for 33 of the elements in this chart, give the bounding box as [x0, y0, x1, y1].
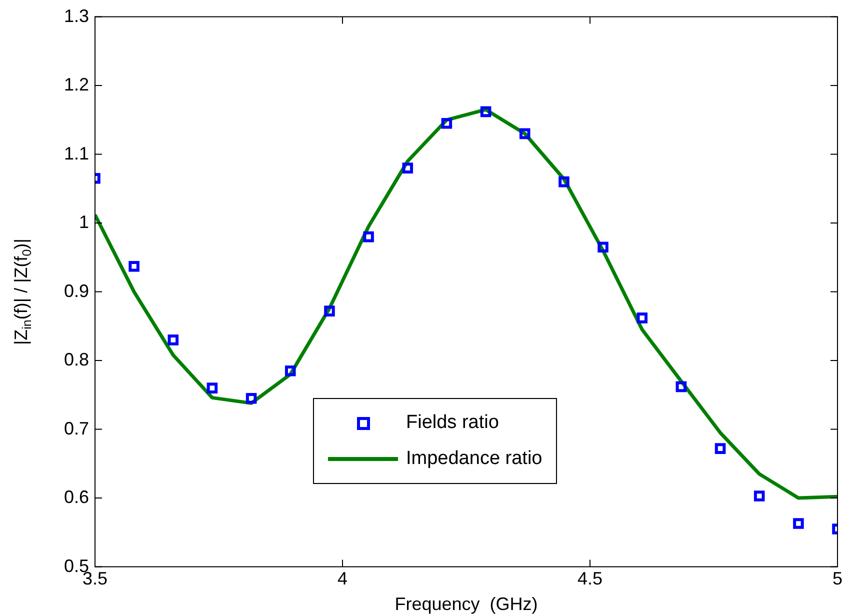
point [441, 118, 452, 129]
y-tick-label: 0.8 [64, 350, 89, 370]
point [519, 128, 530, 140]
point [402, 162, 414, 174]
point [480, 106, 492, 118]
point [246, 392, 257, 404]
point [636, 312, 648, 324]
point [793, 518, 804, 529]
point [558, 176, 570, 188]
point [676, 381, 687, 392]
y-tick-label: 1.1 [64, 143, 89, 164]
y-tick-label: 0.6 [64, 487, 89, 508]
point [754, 490, 765, 502]
legend-label: Impedance ratio [406, 448, 542, 470]
y-tick-label: 1 [78, 212, 89, 232]
y-tick-label: 0.9 [64, 280, 89, 301]
point [363, 231, 374, 242]
point [324, 306, 335, 316]
x-tick-label: 4.5 [577, 568, 603, 589]
point [598, 242, 608, 252]
point [284, 365, 296, 376]
y-tick-label: 0.7 [64, 418, 89, 438]
y-tick-label: 1.2 [64, 74, 89, 95]
legend-label: Fields ratio [406, 412, 499, 434]
x-tick-label: 5 [832, 568, 843, 589]
point [128, 260, 140, 272]
x-tick-label: 4 [337, 568, 348, 589]
y-tick-label: 1.3 [64, 6, 89, 26]
point [206, 382, 218, 394]
y-axis-title: |Zin(f)| / |Z(f0)| [10, 238, 34, 346]
x-axis-title: Frequency (GHz) [394, 594, 538, 614]
point [714, 443, 726, 454]
point [168, 334, 179, 346]
